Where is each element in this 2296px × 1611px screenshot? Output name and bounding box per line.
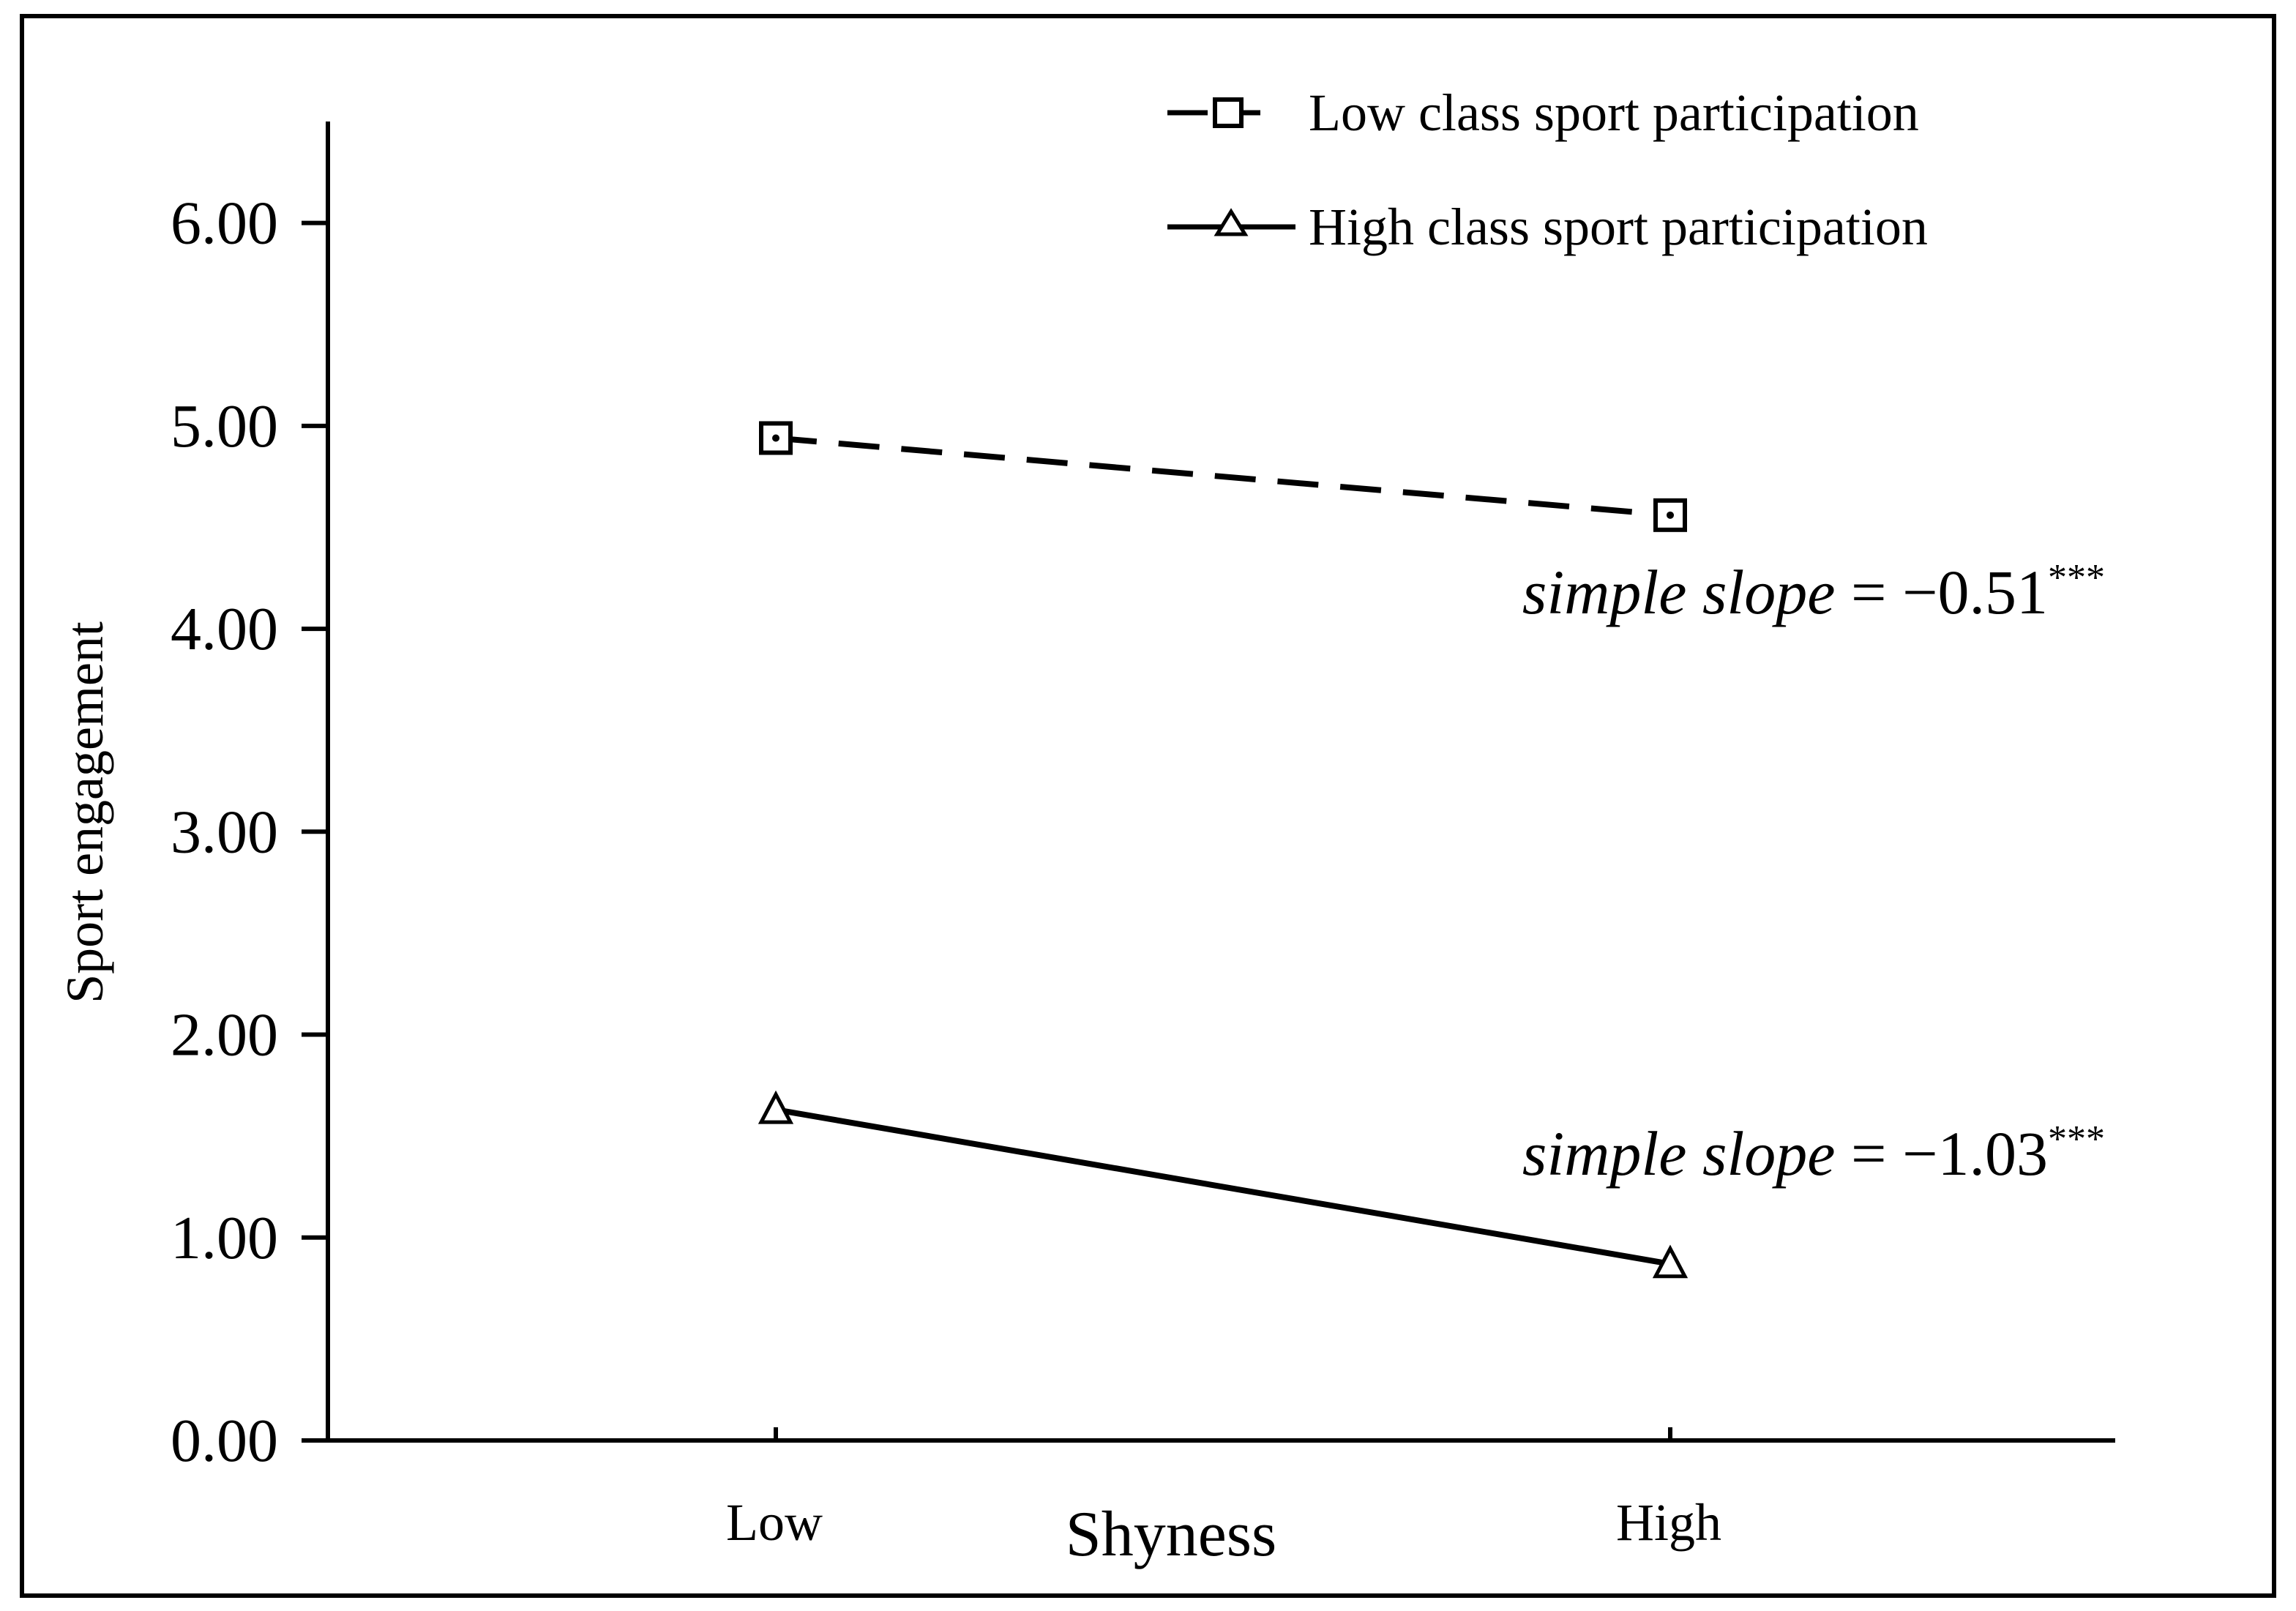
slope-annotation-high-stars: ***	[2048, 1118, 2105, 1160]
x-tick-label-low: Low	[726, 1493, 823, 1552]
legend-triangle-marker-icon	[1214, 208, 1249, 236]
y-tick-label: 1.00	[171, 1204, 278, 1272]
y-tick-label: 2.00	[171, 1001, 278, 1069]
series-line-0	[775, 435, 1671, 518]
legend-square-marker-icon	[1213, 97, 1244, 128]
series-0-point-0	[759, 421, 793, 455]
x-tick-label-high: High	[1616, 1493, 1721, 1552]
series-0-point-0-dot	[772, 434, 779, 442]
y-tick-label: 6.00	[171, 190, 278, 258]
y-axis-title: Sport engagement	[56, 621, 114, 1003]
series-line-1	[775, 1107, 1671, 1267]
slope-annotation-high: simple slope = −1.03***	[1522, 1118, 2105, 1189]
legend-item-high: High class sport participation	[1167, 198, 1928, 256]
series-1-point-1	[1652, 1244, 1689, 1279]
y-tick-label: 3.00	[171, 798, 278, 866]
slope-annotation-low-prefix: simple slope	[1522, 557, 1836, 627]
slope-annotation-high-value: = −1.03	[1835, 1118, 2048, 1189]
legend-item-low: Low class sport participation	[1167, 83, 1919, 142]
slope-annotation-high-prefix: simple slope	[1522, 1118, 1836, 1189]
slope-annotation-low-value: = −0.51	[1835, 557, 2048, 627]
y-axis-ticks: 0.00 1.00 2.00 3.00 4.00 5.00 6.00	[171, 190, 328, 1475]
series-1-point-0	[758, 1090, 794, 1124]
y-tick-label: 0.00	[171, 1407, 278, 1475]
y-tick-label: 5.00	[171, 392, 278, 460]
legend-label-low: Low class sport participation	[1309, 83, 1919, 142]
series-0-point-1-dot	[1667, 511, 1674, 519]
legend: Low class sport participation High class…	[1167, 83, 1928, 256]
legend-label-high: High class sport participation	[1309, 198, 1928, 256]
slope-annotation-low-stars: ***	[2048, 557, 2105, 599]
slope-annotation-low: simple slope = −0.51***	[1522, 557, 2105, 627]
figure-border	[20, 14, 2276, 1598]
x-axis-title: Shyness	[1066, 1499, 1277, 1570]
y-tick-label: 4.00	[171, 595, 278, 663]
x-axis-ticks: Low High	[726, 1427, 1721, 1552]
series-layer	[758, 421, 1689, 1279]
